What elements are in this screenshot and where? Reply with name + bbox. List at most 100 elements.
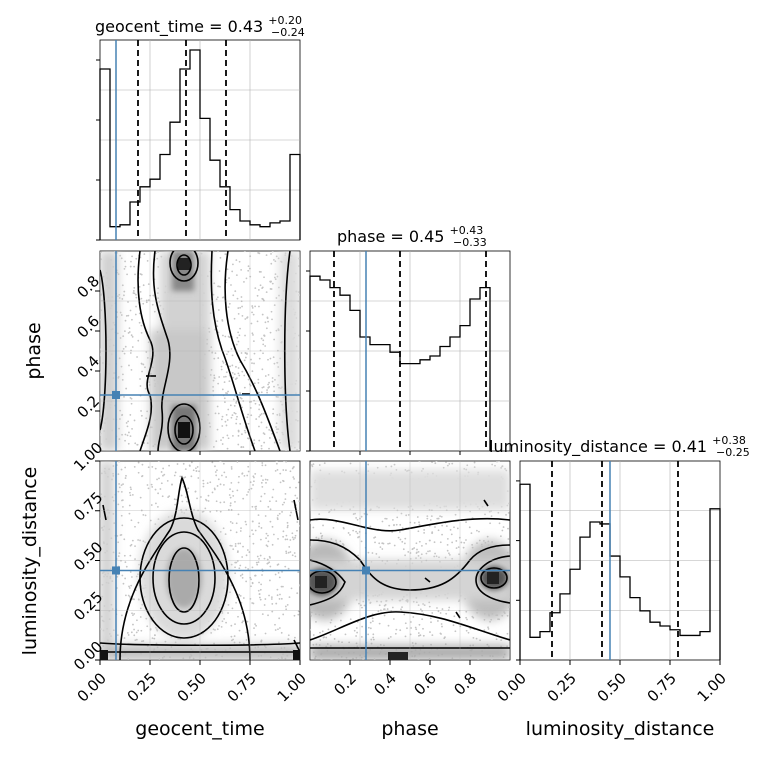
sample-point: [276, 349, 279, 352]
sample-point: [124, 265, 127, 268]
sample-point: [121, 499, 124, 502]
sample-point: [145, 617, 148, 620]
sample-point: [371, 617, 374, 620]
sample-point: [202, 482, 205, 485]
sample-point: [439, 515, 441, 518]
sample-point: [322, 524, 324, 527]
sample-point: [292, 466, 295, 469]
sample-point: [237, 372, 240, 375]
sample-point: [130, 631, 133, 634]
sample-point: [260, 391, 263, 394]
sample-point: [387, 542, 390, 545]
sample-point: [238, 334, 241, 337]
sample-point: [231, 354, 234, 357]
sample-point: [120, 365, 123, 368]
sample-point: [196, 466, 199, 468]
x-tick-label: 0.00: [74, 669, 110, 705]
sample-point: [242, 620, 244, 623]
sample-point: [260, 413, 263, 415]
sample-point: [418, 623, 421, 626]
sample-point: [341, 641, 343, 644]
sample-point: [371, 552, 374, 554]
sample-point: [289, 470, 292, 473]
sample-point: [125, 387, 128, 390]
sample-point: [220, 625, 223, 628]
sample-point: [123, 538, 126, 541]
sample-point: [475, 637, 478, 640]
sample-point: [297, 481, 300, 484]
sample-point: [391, 606, 394, 609]
sample-point: [257, 252, 260, 254]
sample-point: [383, 614, 386, 617]
sample-point: [144, 514, 147, 517]
sample-point: [298, 524, 300, 527]
sample-point: [262, 343, 265, 346]
sample-point: [286, 603, 289, 606]
sample-point: [213, 357, 216, 360]
sample-point: [157, 266, 160, 268]
sample-point: [278, 576, 281, 579]
sample-point: [238, 567, 241, 570]
sample-point: [257, 589, 260, 592]
sample-point: [285, 469, 287, 472]
sample-point: [251, 370, 254, 373]
sample-point: [218, 270, 221, 272]
sample-point: [254, 508, 257, 510]
sample-point: [235, 274, 238, 277]
sample-point: [448, 463, 451, 465]
sample-point: [219, 256, 222, 259]
sample-point: [147, 487, 150, 490]
sample-point: [252, 533, 255, 536]
sample-point: [121, 284, 124, 287]
sample-point: [441, 524, 444, 527]
sample-point: [265, 544, 268, 547]
sample-point: [211, 461, 214, 464]
sample-point: [264, 515, 267, 517]
sample-point: [273, 385, 275, 388]
sample-point: [269, 288, 272, 290]
sample-point: [281, 570, 283, 573]
sample-point: [261, 574, 263, 576]
sample-point: [145, 417, 148, 420]
sample-point: [239, 422, 242, 425]
sample-point: [290, 511, 293, 514]
sample-point: [129, 494, 132, 497]
sample-point: [473, 461, 476, 464]
sample-point: [131, 493, 134, 496]
sample-point: [231, 414, 234, 417]
sample-point: [239, 530, 242, 532]
sample-point: [253, 399, 255, 402]
sample-point: [237, 550, 239, 552]
sample-point: [237, 443, 240, 446]
sample-point: [231, 371, 234, 374]
sample-point: [260, 337, 263, 340]
sample-point: [251, 306, 254, 309]
sample-point: [371, 620, 374, 622]
sample-point: [156, 478, 158, 481]
sample-point: [119, 254, 122, 257]
sample-point: [158, 477, 160, 480]
sample-point: [234, 412, 237, 415]
sample-point: [230, 466, 233, 468]
sample-point: [466, 464, 469, 467]
sample-point: [238, 641, 241, 644]
sample-point: [240, 446, 243, 448]
sample-point: [222, 334, 224, 337]
sample-point: [487, 628, 490, 630]
sample-point: [127, 442, 130, 445]
sample-point: [278, 627, 281, 629]
sample-point: [121, 414, 123, 417]
sample-point: [436, 607, 438, 609]
sample-point: [347, 532, 350, 534]
sample-point: [381, 548, 384, 550]
sample-point: [160, 482, 163, 485]
sample-point: [209, 312, 212, 315]
sample-point: [281, 503, 284, 506]
sample-point: [234, 378, 237, 381]
sample-point: [118, 297, 121, 299]
sample-point: [251, 566, 254, 569]
sample-point: [275, 462, 278, 465]
sample-point: [269, 331, 272, 334]
sample-point: [258, 596, 261, 599]
sample-point: [415, 557, 417, 560]
